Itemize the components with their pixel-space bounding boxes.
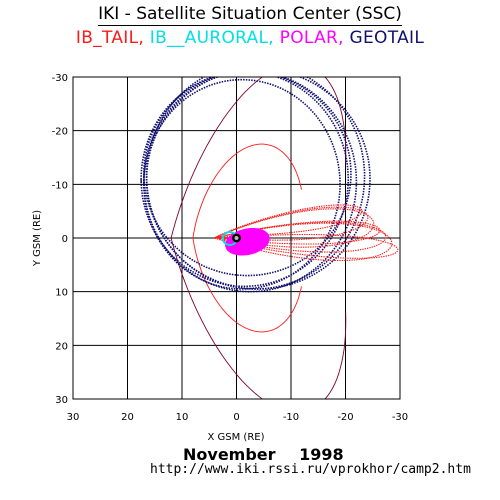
ib-auroral-orbit	[222, 231, 238, 246]
x-tick-label: 30	[67, 412, 80, 423]
y-tick-label: -10	[52, 180, 68, 191]
y-tick-label: 20	[55, 341, 68, 352]
y-tick-label: 30	[55, 395, 68, 406]
geotail-orbit	[143, 78, 341, 290]
legend: IB_TAIL, IB__AURORAL, POLAR, GEOTAIL	[0, 28, 500, 48]
ib-tail-orbit	[214, 222, 393, 262]
axis-ticks: 30 20 10 0 -10 -20 -30 -30 -20 -10 0 10 20 30	[52, 73, 409, 423]
legend-item-polar: POLAR,	[279, 28, 344, 48]
legend-item-geotail: GEOTAIL	[349, 28, 425, 48]
magnetopause-line	[192, 143, 302, 333]
earth-marker-core	[234, 236, 239, 240]
x-axis-label: X GSM (RE)	[207, 432, 264, 443]
legend-item-ib-auroral: IB__AURORAL,	[149, 28, 274, 48]
orbit-traces	[140, 77, 399, 399]
geotail-orbit	[143, 77, 358, 293]
geotail-orbit	[145, 77, 366, 290]
title-text: IKI - Satellite Situation Center (SSC)	[98, 4, 402, 26]
plot-frame	[72, 76, 401, 400]
ib-tail-orbit	[214, 206, 369, 241]
date-label: November 1998	[183, 445, 344, 464]
y-tick-label: -20	[52, 127, 68, 138]
y-axis-label: Y GSM (RE)	[32, 210, 43, 267]
geotail-orbit	[140, 77, 349, 288]
x-tick-label: 10	[176, 412, 189, 423]
plot-grid	[73, 77, 400, 399]
x-tick-label: 20	[121, 412, 134, 423]
source-url: http://www.iki.rssi.ru/vprokhor/camp2.ht…	[150, 462, 471, 477]
x-tick-label: -10	[283, 412, 299, 423]
geotail-orbit	[143, 77, 352, 277]
bow-shock-line	[170, 77, 347, 399]
page-title: IKI - Satellite Situation Center (SSC)	[0, 4, 500, 26]
x-tick-label: -30	[392, 412, 408, 423]
x-tick-label: -20	[337, 412, 353, 423]
legend-item-ib-tail: IB_TAIL,	[75, 28, 145, 48]
x-tick-label: 0	[233, 412, 239, 423]
y-tick-label: 0	[62, 234, 68, 245]
y-tick-label: 10	[55, 288, 68, 299]
geotail-orbit	[145, 77, 371, 290]
y-tick-label: -30	[52, 73, 68, 84]
